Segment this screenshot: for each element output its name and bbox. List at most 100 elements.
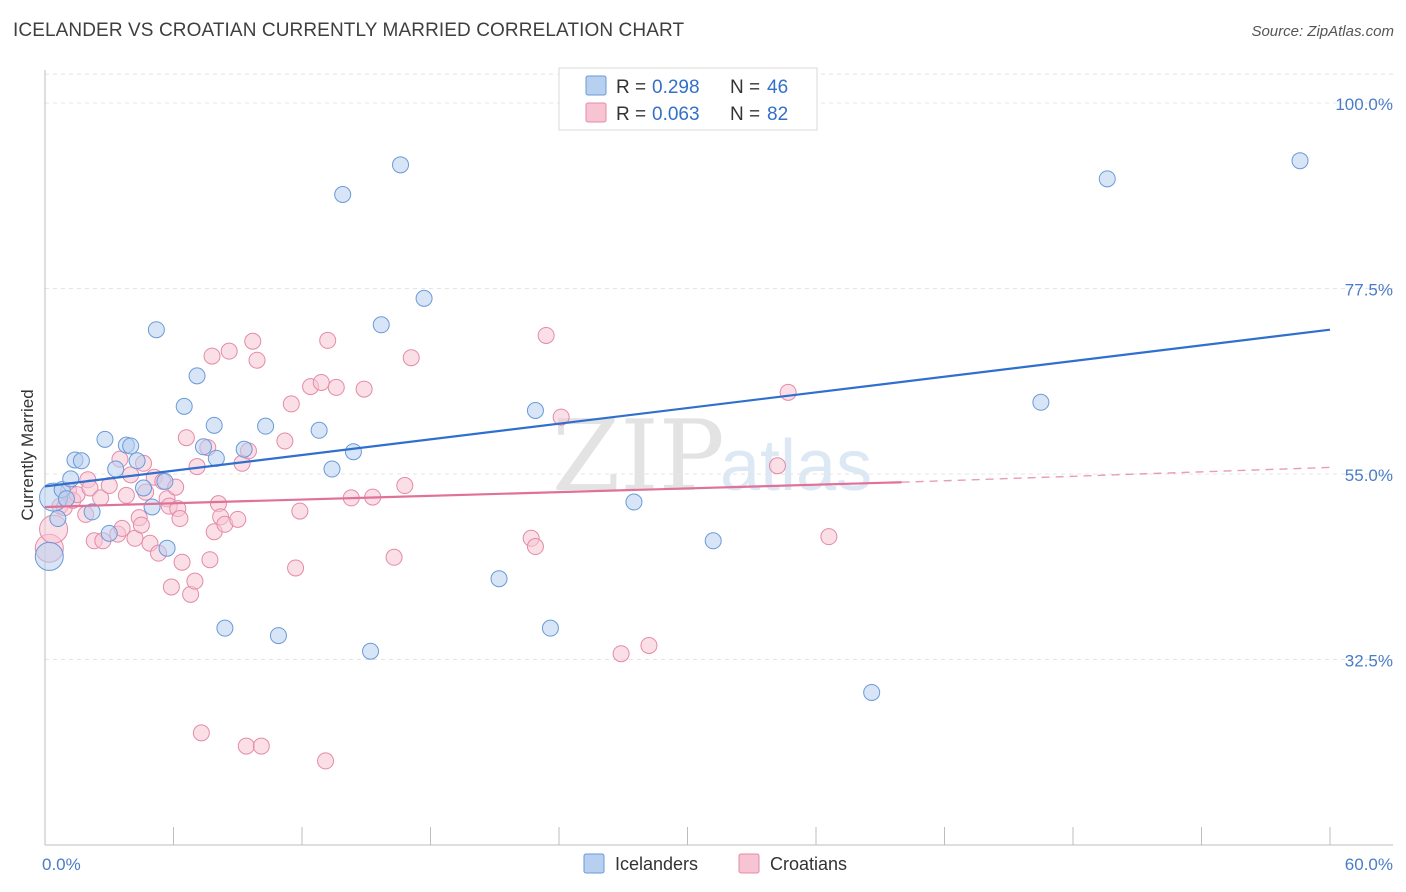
croatian-point xyxy=(173,553,191,571)
croatian-point xyxy=(177,429,195,447)
y-axis-label: Currently Married xyxy=(18,389,37,520)
icelander-point xyxy=(526,402,544,420)
icelander-point xyxy=(34,541,64,571)
legend-r-value-icelanders: 0.298 xyxy=(652,77,700,98)
icelander-point xyxy=(83,503,101,521)
icelander-point xyxy=(323,460,341,478)
croatians-trend-line-extension xyxy=(901,466,1331,483)
icelander-point xyxy=(392,156,410,174)
bottom-legend-label-icelanders: Icelanders xyxy=(615,854,698,874)
bottom-legend-swatch-icelanders xyxy=(583,853,605,874)
y-tick-labels: 32.5% 55.0% 77.5% 100.0% xyxy=(1335,95,1393,671)
croatian-point xyxy=(244,332,262,350)
croatian-point xyxy=(396,477,414,495)
croatian-point xyxy=(768,457,786,475)
bottom-legend-label-croatians: Croatians xyxy=(770,854,847,874)
icelander-point xyxy=(156,472,174,490)
icelander-point xyxy=(194,438,212,456)
icelander-point xyxy=(188,367,206,385)
y-tick-label: 100.0% xyxy=(1335,95,1393,114)
croatian-point xyxy=(287,559,305,577)
croatian-point xyxy=(186,572,204,590)
icelander-point xyxy=(625,493,643,511)
icelander-point xyxy=(158,539,176,557)
croatian-point xyxy=(640,636,658,654)
croatian-point xyxy=(252,737,270,755)
legend-n-value-croatians: 82 xyxy=(767,104,788,125)
bottom-legend-swatch-croatians xyxy=(738,853,760,874)
icelander-point xyxy=(863,683,881,701)
icelander-point xyxy=(49,510,67,528)
croatian-point xyxy=(276,432,294,450)
croatian-point xyxy=(162,578,180,596)
icelander-point xyxy=(122,437,140,455)
croatians-points xyxy=(34,326,838,770)
y-tick-label: 77.5% xyxy=(1345,280,1393,299)
icelander-point xyxy=(100,524,118,542)
croatian-point xyxy=(248,351,266,369)
croatian-point xyxy=(820,528,838,546)
icelander-point xyxy=(269,627,287,645)
croatian-point xyxy=(355,380,373,398)
legend-swatch-icelanders xyxy=(585,75,607,96)
icelander-point xyxy=(372,316,390,334)
croatian-point xyxy=(203,347,221,365)
correlation-legend: R = 0.298 N = 46 R = 0.063 N = 82 xyxy=(558,67,818,131)
legend-n-label-croatians: N = xyxy=(730,104,760,125)
croatian-point xyxy=(385,548,403,566)
croatian-point xyxy=(327,378,345,396)
croatians-trend-line xyxy=(44,481,902,509)
y-tick-label: 32.5% xyxy=(1345,651,1393,670)
icelanders-trend-line xyxy=(44,328,1331,488)
icelander-point xyxy=(205,416,223,434)
croatian-point xyxy=(132,516,150,534)
icelander-point xyxy=(1291,152,1309,170)
croatian-point xyxy=(779,383,797,401)
icelander-point xyxy=(57,490,75,508)
croatian-point xyxy=(282,395,300,413)
icelander-point xyxy=(143,498,161,516)
x-tick-label-min: 0.0% xyxy=(42,855,81,874)
croatian-point xyxy=(220,342,238,360)
croatian-point xyxy=(171,510,189,528)
croatian-point xyxy=(237,737,255,755)
icelander-point xyxy=(72,452,90,470)
icelander-point xyxy=(147,321,165,339)
chart-title: ICELANDER VS CROATIAN CURRENTLY MARRIED … xyxy=(13,20,685,41)
icelander-point xyxy=(216,619,234,637)
icelander-point xyxy=(107,460,125,478)
croatian-point xyxy=(229,510,247,528)
icelander-point xyxy=(1032,393,1050,411)
series-legend: Icelanders Croatians xyxy=(583,853,847,874)
croatian-point xyxy=(612,645,630,663)
legend-r-label-icelanders: R = xyxy=(616,77,646,98)
icelander-point xyxy=(344,443,362,461)
icelander-point xyxy=(415,289,433,307)
icelander-point xyxy=(96,430,114,448)
icelander-point xyxy=(334,185,352,203)
legend-swatch-croatians xyxy=(585,102,607,123)
axes xyxy=(44,70,1393,846)
icelander-point xyxy=(257,417,275,435)
legend-n-label-icelanders: N = xyxy=(730,77,760,98)
icelander-point xyxy=(1098,170,1116,188)
legend-r-label-croatians: R = xyxy=(616,104,646,125)
croatian-point xyxy=(317,752,335,770)
source-credit: Source: ZipAtlas.com xyxy=(1251,23,1394,40)
croatian-point xyxy=(319,331,337,349)
icelander-point xyxy=(490,570,508,588)
croatian-point xyxy=(552,408,570,426)
icelander-point xyxy=(704,532,722,550)
y-tick-label: 55.0% xyxy=(1345,466,1393,485)
icelander-point xyxy=(128,452,146,470)
icelander-point xyxy=(310,421,328,439)
watermark-atlas: atlas xyxy=(720,426,872,506)
trend-lines xyxy=(44,328,1331,509)
x-tick-labels: 0.0% 60.0% xyxy=(42,855,1393,874)
gridlines xyxy=(45,73,1393,660)
icelander-point xyxy=(362,642,380,660)
icelanders-points xyxy=(34,152,1309,701)
x-tick-label-max: 60.0% xyxy=(1345,855,1393,874)
croatian-point xyxy=(192,724,210,742)
